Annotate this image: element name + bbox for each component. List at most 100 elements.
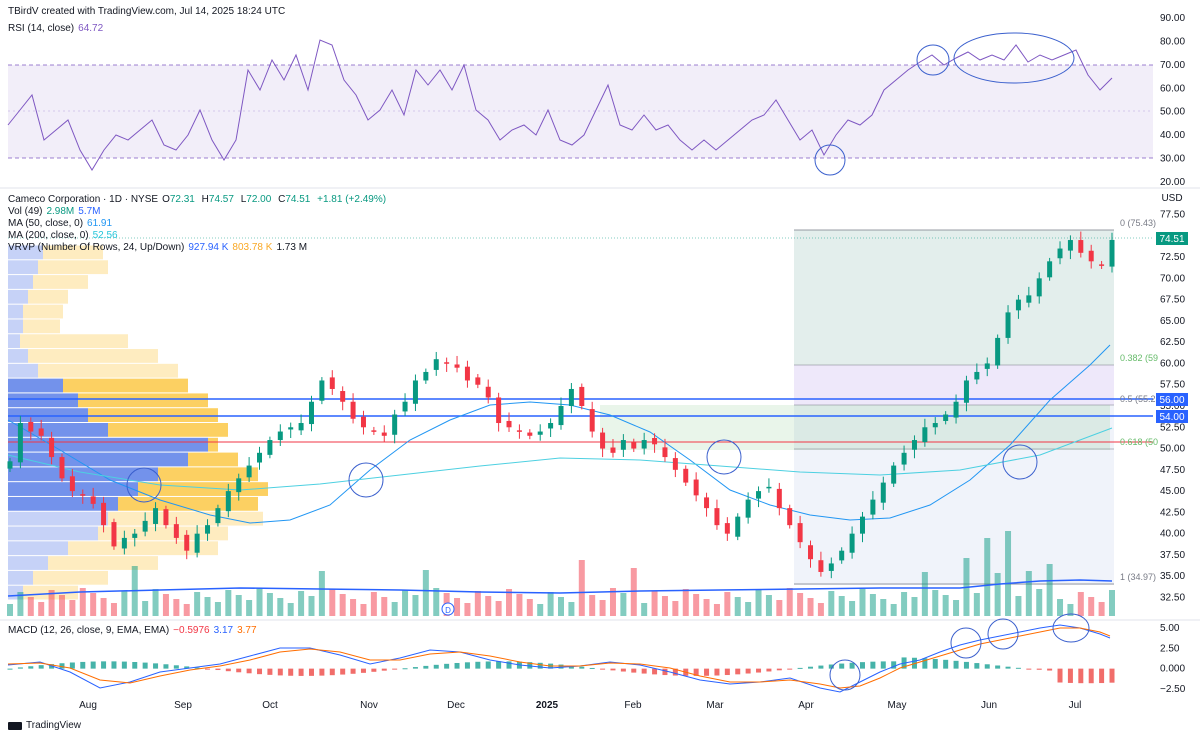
price-tick-label: 42.50 — [1160, 507, 1185, 518]
candle-body — [1099, 264, 1105, 266]
price-tick-label: 40.00 — [1160, 529, 1185, 540]
tradingview-brand[interactable]: TradingView — [8, 720, 81, 731]
rsi-tick-label: 80.00 — [1160, 36, 1185, 47]
price-annotation-circle — [126, 467, 162, 503]
ma50-legend: MA (50, close, 0) 61.91 — [8, 218, 116, 229]
candle-body — [340, 391, 346, 402]
candle-body — [267, 440, 273, 455]
macd-hist-bar — [859, 662, 865, 669]
candle-body — [704, 497, 710, 509]
macd-hist-bar — [412, 667, 418, 669]
time-tick-label: 2025 — [536, 700, 559, 711]
candle-body — [132, 533, 138, 538]
volume-bar — [1109, 590, 1115, 616]
candle-body — [464, 366, 470, 381]
macd-axis: 5.00 2.50 0.000 −2.50 — [1160, 623, 1186, 695]
volume-bar — [1088, 597, 1095, 616]
price-tick-label: 52.50 — [1160, 422, 1185, 433]
low-value: 72.00 — [246, 194, 272, 205]
volume-bar — [651, 591, 658, 616]
macd-hist-bar — [205, 668, 211, 670]
volume-bar — [152, 589, 159, 616]
macd-hist-bar — [672, 668, 678, 676]
candle-body — [932, 423, 938, 428]
macd-hist-bar — [38, 665, 44, 669]
macd-hist-bar — [246, 668, 252, 674]
candle-body — [870, 499, 876, 515]
volume-bar — [121, 591, 128, 616]
volume-bar — [69, 600, 76, 616]
macd-hist-bar — [464, 662, 470, 669]
macd-hist-bar — [506, 661, 512, 669]
fib-label-0: 0 (75.43) — [1120, 218, 1156, 228]
vrvp-up-row — [8, 275, 33, 289]
volume-bar — [381, 597, 388, 616]
macd-tick-label: 0.000 — [1160, 664, 1185, 675]
volume-bar — [485, 596, 492, 616]
vrvp-total-value: 1.73 M — [276, 242, 308, 253]
macd-tick-label: −2.50 — [1160, 684, 1186, 695]
ma50-label: MA (50, close, 0) — [8, 218, 84, 229]
rsi-tick-label: 20.00 — [1160, 177, 1185, 188]
macd-hist-bar — [527, 662, 533, 669]
last-price-value: 74.51 — [1159, 234, 1184, 245]
low-label: L — [240, 194, 247, 205]
volume-bar — [526, 599, 533, 616]
candle-body — [298, 423, 304, 431]
macd-annotation-circle — [987, 618, 1019, 650]
volume-bar — [901, 592, 908, 616]
candle-body — [766, 486, 772, 489]
vrvp-down-row — [63, 378, 188, 393]
macd-hist-bar — [7, 668, 13, 670]
ma200-line — [7, 427, 1113, 491]
candle-body — [1057, 248, 1063, 259]
volume-bar — [38, 602, 45, 616]
volume-bar — [412, 595, 419, 616]
macd-hist-bar — [631, 668, 637, 673]
volume-bar — [890, 604, 897, 616]
vrvp-down-row — [28, 349, 158, 363]
macd-hist-bar — [142, 662, 148, 669]
volume-bar — [973, 593, 980, 616]
candle-body — [859, 516, 865, 534]
volume-bar — [953, 600, 960, 616]
macd-hist-bar — [1047, 668, 1053, 671]
volume-bar — [17, 592, 24, 616]
fib-label-618: 0.618 (50 — [1120, 437, 1158, 447]
candle-body — [7, 461, 13, 469]
earnings-marker-icon[interactable] — [441, 602, 455, 616]
volume-bar — [880, 599, 887, 616]
candle-body — [901, 452, 907, 465]
symbol-label[interactable]: Cameco Corporation · 1D · NYSE — [8, 194, 159, 205]
support-zone — [600, 405, 1110, 450]
macd-hist-bar — [943, 659, 949, 669]
candle-body — [714, 508, 720, 526]
volume-bar — [100, 598, 107, 616]
earnings-marker-label: D — [445, 606, 451, 615]
volume-bar — [984, 538, 991, 616]
volume-bar — [807, 598, 814, 616]
macd-hist-bar — [724, 668, 730, 676]
vrvp-up-row — [8, 289, 28, 304]
macd-tick-label: 2.50 — [1160, 643, 1180, 654]
open-label: O — [162, 194, 170, 205]
candle-body — [38, 428, 44, 436]
macd-hist-bar — [662, 668, 668, 676]
macd-hist-bar — [90, 661, 96, 669]
price-tick-label: 45.00 — [1160, 486, 1185, 497]
macd-pane: 5.00 2.50 0.000 −2.50 — [7, 613, 1186, 695]
macd-hist-bar — [392, 668, 398, 670]
vrvp-down-row — [33, 275, 88, 289]
vrvp-up-row — [8, 260, 38, 275]
price-tick-label: 57.50 — [1160, 380, 1185, 391]
candle-body — [558, 406, 564, 426]
macd-hist-bar — [714, 668, 720, 676]
macd-hist-bar — [423, 665, 429, 669]
candle-body — [111, 522, 117, 547]
volume-bar — [298, 591, 305, 616]
candle-body — [610, 447, 616, 453]
macd-hist-bar — [371, 668, 377, 672]
macd-hist-bar — [766, 668, 772, 672]
candle-body — [683, 468, 689, 483]
